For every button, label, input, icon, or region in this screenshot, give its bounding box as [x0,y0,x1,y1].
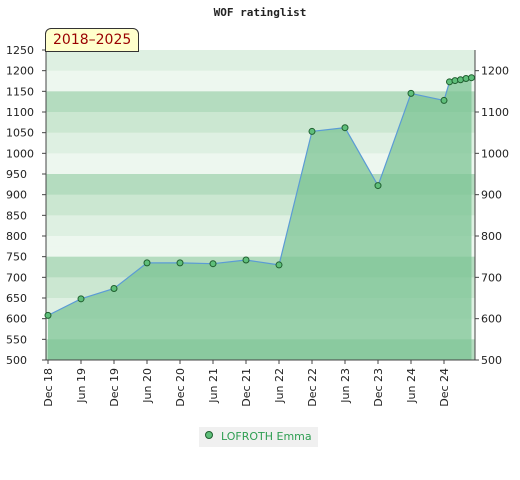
y-tick-label: 700 [481,271,502,284]
y-tick-label: 750 [6,251,27,264]
y-tick-label: 1250 [6,44,34,57]
y-tick-label: 1050 [6,127,34,140]
y-tick-label: 900 [6,189,27,202]
y-tick-label: 1200 [6,65,34,78]
data-point[interactable] [44,311,52,319]
y-tick-label: 950 [6,168,27,181]
data-point[interactable] [308,127,316,135]
background-band [46,101,475,113]
data-point[interactable] [407,89,415,97]
x-tick-label: Dec 23 [372,368,385,407]
x-tick-label: Dec 21 [240,368,253,407]
y-tick-label: 800 [6,230,27,243]
y-tick-label: 850 [6,209,27,222]
background-band [46,194,475,206]
y-tick-label: 800 [481,230,502,243]
background-band [46,215,475,227]
x-tick-label: Jun 20 [141,368,154,404]
background-band [46,153,475,165]
right-y-tick-labels: 500 600 700 800 900 1000 1100 1200 [475,65,509,367]
background-band [46,143,475,154]
background-band [46,122,475,134]
data-point[interactable] [143,259,151,267]
data-point[interactable] [110,284,118,292]
data-point[interactable] [242,256,250,264]
legend-label: LOFROTH Emma [221,430,312,443]
x-tick-label: Dec 20 [174,368,187,407]
background-band [46,184,475,196]
y-tick-label: 700 [6,271,27,284]
background-band [46,132,475,144]
y-tick-label: 550 [6,333,27,346]
data-point[interactable] [446,78,453,86]
x-tick-label: Dec 18 [42,368,55,407]
y-tick-label: 1100 [6,106,34,119]
data-point[interactable] [457,76,464,84]
background-band [46,50,475,61]
data-point[interactable] [468,74,475,82]
x-tick-labels: Dec 18 Jun 19 Dec 19 Jun 20 Dec 20 Jun 21 Dec … [42,360,451,407]
y-tick-label: 650 [6,292,27,305]
data-point[interactable] [440,96,448,104]
y-tick-label: 600 [6,313,27,326]
background-band [46,60,475,72]
background-band [46,246,475,258]
y-tick-label: 1100 [481,106,509,119]
background-band [46,112,475,123]
series-area-fill [48,77,472,360]
background-band [46,70,475,82]
x-tick-label: Dec 24 [438,368,451,407]
legend-marker-icon [205,431,213,439]
y-tick-label: 600 [481,313,502,326]
chart-title: WOF ratinglist [213,6,307,19]
background-band [46,91,475,103]
y-tick-label: 1150 [6,85,34,98]
x-tick-label: Jun 24 [405,368,418,404]
data-point[interactable] [275,261,283,269]
x-tick-label: Jun 23 [339,368,352,404]
background-band [46,81,475,92]
series-markers [44,74,475,319]
background-band [46,205,475,216]
x-tick-label: Dec 22 [306,368,319,407]
background-band [46,225,475,237]
legend[interactable]: LOFROTH Emma [199,427,318,447]
data-point[interactable] [209,260,217,268]
y-tick-label: 500 [481,354,502,367]
background-band [46,174,475,185]
x-tick-label: Dec 19 [108,368,121,407]
data-point[interactable] [77,295,85,303]
x-tick-label: Jun 19 [75,368,88,404]
y-tick-label: 900 [481,189,502,202]
y-tick-label: 1000 [6,147,34,160]
background-band [46,236,475,247]
background-band [46,163,475,175]
x-tick-label: Jun 21 [207,368,220,404]
data-point[interactable] [374,182,382,190]
data-point[interactable] [341,124,349,132]
y-tick-label: 500 [6,354,27,367]
x-tick-label: Jun 22 [273,368,286,404]
y-tick-label: 1000 [481,147,509,160]
left-y-tick-labels: 500 550 600 650 700 750 800 850 900 950 1000 1050 11… [6,44,46,367]
y-tick-label: 1200 [481,65,509,78]
period-badge: 2018–2025 [45,28,140,52]
data-point[interactable] [176,259,184,267]
